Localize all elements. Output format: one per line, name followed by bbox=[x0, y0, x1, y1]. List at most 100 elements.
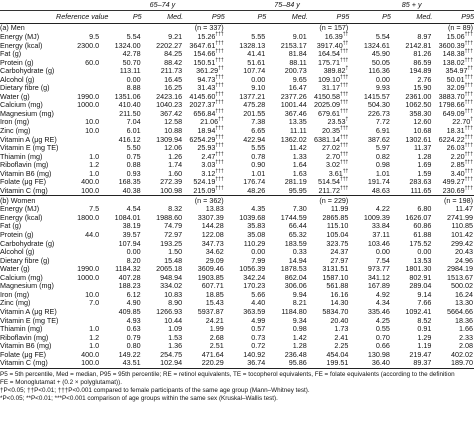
significance-mark: ††† bbox=[464, 159, 473, 166]
value-cell: 1587.10 bbox=[308, 273, 350, 283]
nutrient-label: Iron (mg) bbox=[0, 117, 30, 127]
value: 387.62 bbox=[367, 134, 390, 144]
value: 5664.66 bbox=[447, 306, 473, 316]
value-cell: 1092.41 bbox=[391, 307, 433, 317]
value: 103.46 bbox=[367, 238, 390, 248]
value: 1.36 bbox=[168, 341, 183, 351]
value: 32.09 bbox=[446, 83, 465, 93]
value: 24.37 bbox=[330, 247, 349, 257]
value: 107.74 bbox=[243, 66, 266, 76]
value: 107.94 bbox=[118, 238, 141, 248]
value-cell: 0.00 bbox=[225, 75, 267, 85]
value: 13.30 bbox=[455, 298, 473, 308]
value-cell: 15.06††† bbox=[432, 32, 474, 42]
value-cell: 122.08 bbox=[183, 230, 225, 240]
value: 0.00 bbox=[126, 74, 141, 84]
nutrient-label: Calcium (mg) bbox=[0, 272, 43, 282]
value: 10.88 bbox=[164, 126, 183, 136]
reference-value: 1000.0 bbox=[77, 272, 100, 282]
value-cell: 2.85††† bbox=[432, 159, 474, 170]
value: 4.90 bbox=[126, 298, 141, 308]
value: 1.99 bbox=[209, 324, 224, 334]
value-cell: 1.19 bbox=[391, 341, 433, 351]
value-cell: 175.71††† bbox=[308, 57, 350, 68]
value-cell: 215.09††† bbox=[183, 186, 225, 196]
value: 5.66 bbox=[251, 289, 266, 299]
value: 50.70 bbox=[122, 57, 141, 67]
value: 138.02 bbox=[442, 57, 465, 67]
value: 2.20 bbox=[450, 151, 465, 161]
value-cell: 3883.70††† bbox=[432, 92, 474, 102]
value: 148.38 bbox=[442, 49, 465, 59]
value: 2.41 bbox=[334, 332, 349, 342]
table-row: Fat (g) 38.19 74.79 144.28 35.83 66.44 115.10 3… bbox=[0, 222, 474, 231]
value: 7.66 bbox=[417, 298, 432, 308]
value: 1.74 bbox=[168, 160, 183, 170]
value: 6.91 bbox=[375, 126, 390, 136]
value-cell: 0.00 bbox=[349, 247, 391, 257]
significance-mark: ††† bbox=[339, 159, 349, 166]
value: 109.10 bbox=[318, 74, 340, 84]
value-cell: 1039.68 bbox=[225, 213, 267, 223]
significance-mark: ††† bbox=[339, 82, 349, 89]
value: 0.00 bbox=[417, 247, 432, 257]
value-cell: 5.50 bbox=[100, 143, 142, 153]
value: 41.41 bbox=[247, 49, 266, 59]
value: 1626.07 bbox=[405, 212, 432, 222]
value-cell: 6381.14††† bbox=[308, 135, 350, 145]
value-cell: 6.01 bbox=[100, 126, 142, 136]
value-cell: 9.14 bbox=[391, 290, 433, 300]
significance-mark: † bbox=[345, 65, 349, 72]
value-cell: 1324.61 bbox=[349, 41, 391, 51]
value-cell: 7.30 bbox=[266, 205, 308, 214]
value-cell: 5664.66 bbox=[432, 306, 474, 317]
value: 113.11 bbox=[119, 66, 141, 76]
nutrient-label: Calcium (mg) bbox=[0, 100, 43, 110]
value: 16.24 bbox=[455, 289, 473, 299]
value: 81.84 bbox=[288, 49, 307, 59]
significance-mark: †† bbox=[467, 65, 473, 72]
value-cell: 34.62 bbox=[183, 247, 225, 257]
value-cell: 20.40 bbox=[308, 316, 350, 326]
value-cell: 31.43††† bbox=[183, 83, 225, 93]
value-cell: 3.03††† bbox=[183, 160, 225, 170]
value-cell: 3609.46 bbox=[183, 264, 225, 274]
value-cell: 102.94 bbox=[142, 358, 184, 368]
value: 10.83 bbox=[164, 289, 183, 299]
value-cell: 1.28 bbox=[266, 341, 308, 351]
value-cell: 200.73 bbox=[266, 66, 308, 76]
value: 61.88 bbox=[413, 230, 432, 240]
value-cell: 8.52 bbox=[391, 316, 433, 326]
value: 2423.16 bbox=[156, 91, 183, 101]
significance-mark: ††† bbox=[339, 74, 349, 81]
value-cell: 20.43 bbox=[432, 247, 474, 257]
value: 211.73 bbox=[160, 66, 183, 76]
value: 1801.30 bbox=[405, 264, 432, 274]
value: 5.55 bbox=[251, 143, 266, 153]
value-cell: 84.25 bbox=[142, 49, 184, 59]
value: 973.77 bbox=[367, 264, 390, 274]
age-group-header: 75–84 y bbox=[224, 0, 350, 11]
value-cell: 3307.39 bbox=[183, 213, 225, 223]
significance-mark: ††† bbox=[215, 142, 224, 149]
value: 150.51 bbox=[193, 57, 216, 67]
value: 0.91 bbox=[417, 324, 432, 334]
value-cell: 11.11 bbox=[266, 126, 308, 136]
value-cell: 363.59 bbox=[225, 307, 267, 317]
value: 6224.22 bbox=[438, 134, 465, 144]
value: 0.88 bbox=[126, 160, 141, 170]
value: 175.71 bbox=[318, 57, 340, 67]
value: 8.20 bbox=[126, 255, 141, 265]
value-cell: 0.72 bbox=[225, 341, 267, 351]
reference-value: 1.0 bbox=[89, 341, 100, 351]
value-cell: 11.47 bbox=[432, 205, 474, 214]
value-cell: 1.28 bbox=[391, 152, 433, 162]
value-cell: 89.37 bbox=[391, 358, 433, 368]
value-cell: 1.66 bbox=[432, 324, 474, 334]
value-cell: 20.35††† bbox=[308, 126, 350, 136]
value: 94.73 bbox=[197, 74, 216, 84]
value: 410.40 bbox=[118, 100, 141, 110]
value: 3.03 bbox=[201, 160, 216, 170]
stat-header: P5 bbox=[382, 11, 391, 21]
value-cell: 1744.59 bbox=[266, 213, 308, 223]
